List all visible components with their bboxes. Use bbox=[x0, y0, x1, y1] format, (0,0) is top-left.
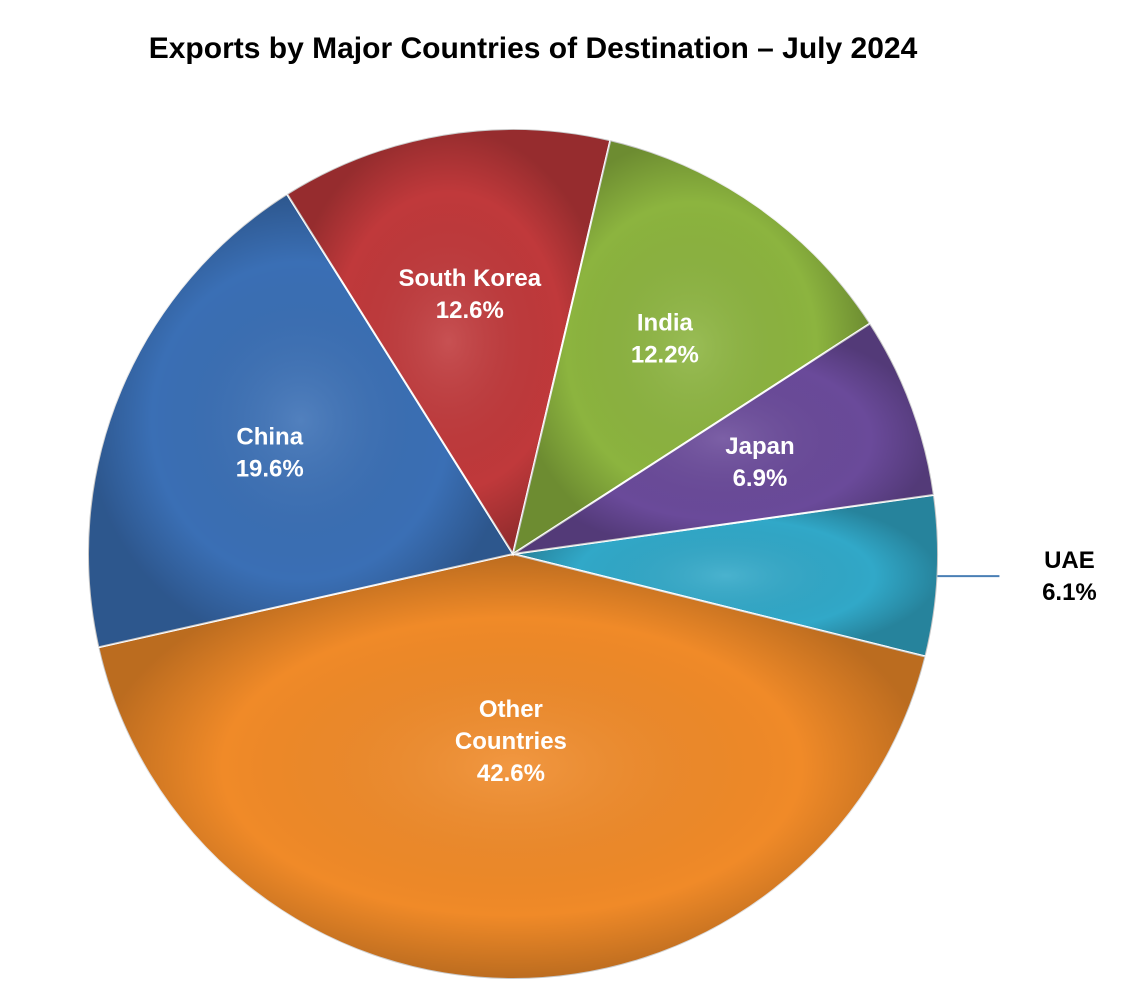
slice-label-china: China 19.6% bbox=[236, 424, 304, 483]
slice-label-other-countries: Other Countries 42.6% bbox=[455, 696, 567, 787]
slice-name-china-line-0: China bbox=[236, 424, 303, 451]
slice-label-uae: UAE 6.1% bbox=[1042, 547, 1097, 606]
slice-value-japan: 6.9% bbox=[733, 465, 788, 492]
slice-name-other-countries-line-0: Other bbox=[479, 696, 543, 723]
slice-value-other-countries: 42.6% bbox=[477, 760, 545, 787]
slice-value-china: 19.6% bbox=[236, 456, 304, 483]
slice-label-japan: Japan 6.9% bbox=[725, 433, 794, 492]
slice-name-other-countries-line-1: Countries bbox=[455, 728, 567, 755]
slice-value-india: 12.2% bbox=[631, 342, 699, 369]
slice-label-south-korea: South Korea 12.6% bbox=[398, 265, 541, 324]
slice-label-india: India 12.2% bbox=[631, 310, 699, 369]
slice-value-uae: 6.1% bbox=[1042, 579, 1097, 606]
pie-slices bbox=[87, 128, 939, 980]
chart-title: Exports by Major Countries of Destinatio… bbox=[148, 32, 918, 65]
slice-name-japan-line-0: Japan bbox=[725, 433, 794, 460]
slice-value-south-korea: 12.6% bbox=[436, 297, 504, 324]
slice-name-south-korea-line-0: South Korea bbox=[398, 265, 541, 292]
slice-name-india-line-0: India bbox=[637, 310, 694, 337]
slice-name-uae-line-0: UAE bbox=[1044, 547, 1095, 574]
pie-labels: UAE 6.1% Other Countries 42.6% China 19.6% Sout… bbox=[236, 265, 1097, 787]
